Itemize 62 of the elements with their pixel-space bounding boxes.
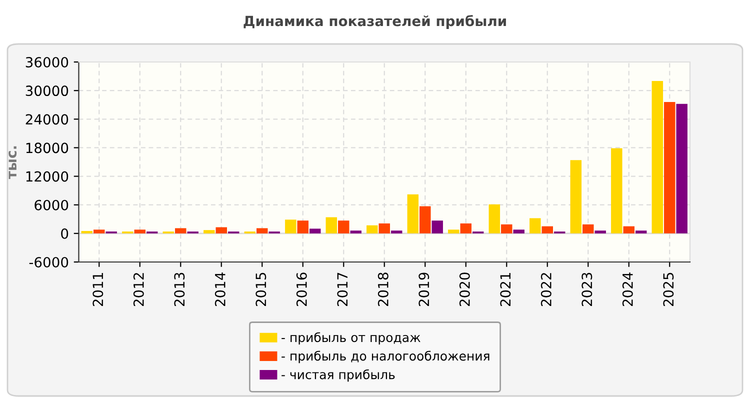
x-tick-label: 2021 <box>500 273 511 306</box>
y-axis-title: тыс. <box>8 146 17 180</box>
bar <box>611 148 622 234</box>
bar <box>326 217 338 234</box>
bar <box>664 102 676 234</box>
bar <box>216 227 227 234</box>
bar <box>175 228 186 234</box>
x-tick-label: 2019 <box>418 272 430 306</box>
bar <box>513 230 524 234</box>
legend-label: - прибыль до налогообложения <box>282 350 490 364</box>
legend-label: - чистая прибыль <box>282 369 395 382</box>
y-tick-label: -6000 <box>29 256 68 268</box>
bar <box>432 220 443 234</box>
bar <box>635 230 647 234</box>
x-tick-label: 2016 <box>296 272 307 306</box>
x-tick-label: 2011 <box>92 273 104 306</box>
bar <box>204 230 215 234</box>
bar <box>676 104 688 234</box>
x-tick-label: 2018 <box>378 272 388 306</box>
bar <box>309 228 321 234</box>
x-tick-label: 2015 <box>256 272 266 306</box>
x-tick-label: 2017 <box>337 272 348 306</box>
bar <box>350 230 362 234</box>
y-tick-label: 24000 <box>26 114 68 125</box>
bar <box>285 220 296 234</box>
y-tick-label: 0 <box>61 228 68 239</box>
bar <box>256 228 268 234</box>
y-tick-label: 12000 <box>26 171 68 182</box>
x-tick-label: 2025 <box>663 272 674 306</box>
bar <box>390 230 402 234</box>
bar <box>378 223 390 234</box>
x-tick-label: 2014 <box>214 272 226 306</box>
y-tick-label: 36000 <box>26 56 68 68</box>
chart-title: Динамика показателей прибыли <box>244 15 506 29</box>
bar <box>420 206 431 234</box>
bar <box>652 81 664 234</box>
bar <box>448 230 460 234</box>
x-tick-label: 2024 <box>622 272 633 306</box>
bar <box>582 224 594 234</box>
x-tick-label: 2013 <box>174 272 185 306</box>
bar <box>94 230 105 234</box>
bar <box>530 218 541 234</box>
x-tick-label: 2020 <box>459 272 470 306</box>
bar <box>366 225 378 234</box>
x-tick-label: 2022 <box>540 273 552 306</box>
bar <box>407 194 419 234</box>
bar <box>460 223 472 234</box>
bar <box>623 226 634 234</box>
bar <box>594 230 606 234</box>
bar <box>134 230 146 234</box>
bar <box>542 226 553 234</box>
y-tick-label: 6000 <box>34 200 68 210</box>
bar <box>501 224 512 234</box>
x-tick-label: 2023 <box>582 272 592 306</box>
x-tick-label: 2012 <box>133 273 144 306</box>
bar <box>488 204 500 234</box>
bar <box>338 220 350 234</box>
bar <box>297 220 308 234</box>
y-tick-label: 18000 <box>26 142 68 154</box>
y-tick-label: 30000 <box>26 86 68 96</box>
bar <box>570 160 582 234</box>
legend-label: - прибыль от продаж <box>282 332 420 345</box>
